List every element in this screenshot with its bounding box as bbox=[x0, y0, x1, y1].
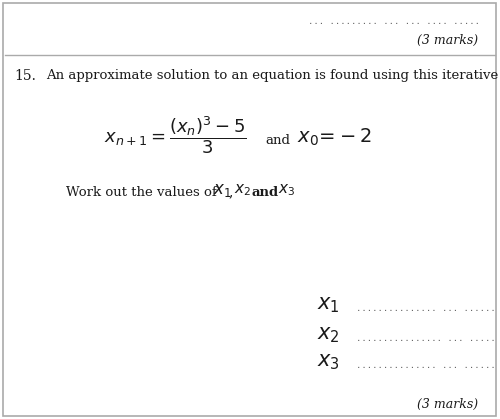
FancyBboxPatch shape bbox=[3, 3, 496, 416]
Text: $x_{n+1}=\dfrac{(x_n)^3-5}{3}$: $x_{n+1}=\dfrac{(x_n)^3-5}{3}$ bbox=[104, 114, 247, 156]
Text: 15.: 15. bbox=[14, 69, 36, 83]
Text: (3 marks): (3 marks) bbox=[417, 398, 478, 411]
Text: ... ......... ... ... .... .....: ... ......... ... ... .... ..... bbox=[308, 18, 480, 26]
Text: $x_1$: $x_1$ bbox=[316, 295, 340, 315]
Text: Work out the values of: Work out the values of bbox=[66, 186, 217, 199]
Text: $x_1$: $x_1$ bbox=[213, 181, 232, 199]
Text: $x_0\!=\!-2$: $x_0\!=\!-2$ bbox=[298, 127, 372, 147]
Text: and: and bbox=[266, 134, 290, 147]
Text: An approximate solution to an equation is found using this iterative process.: An approximate solution to an equation i… bbox=[46, 70, 500, 83]
Text: ............... ... ......: ............... ... ...... bbox=[356, 303, 496, 313]
Text: ,: , bbox=[228, 185, 232, 199]
Text: and: and bbox=[251, 186, 278, 199]
Text: ................ ... .....: ................ ... ..... bbox=[356, 334, 496, 342]
Text: $x_2$: $x_2$ bbox=[316, 325, 340, 345]
Text: $x_3$: $x_3$ bbox=[278, 182, 295, 198]
Text: $x_2$: $x_2$ bbox=[234, 182, 251, 198]
Text: ............... ... ......: ............... ... ...... bbox=[356, 360, 496, 370]
Text: (3 marks): (3 marks) bbox=[417, 34, 478, 47]
Text: $x_3$: $x_3$ bbox=[316, 352, 340, 372]
